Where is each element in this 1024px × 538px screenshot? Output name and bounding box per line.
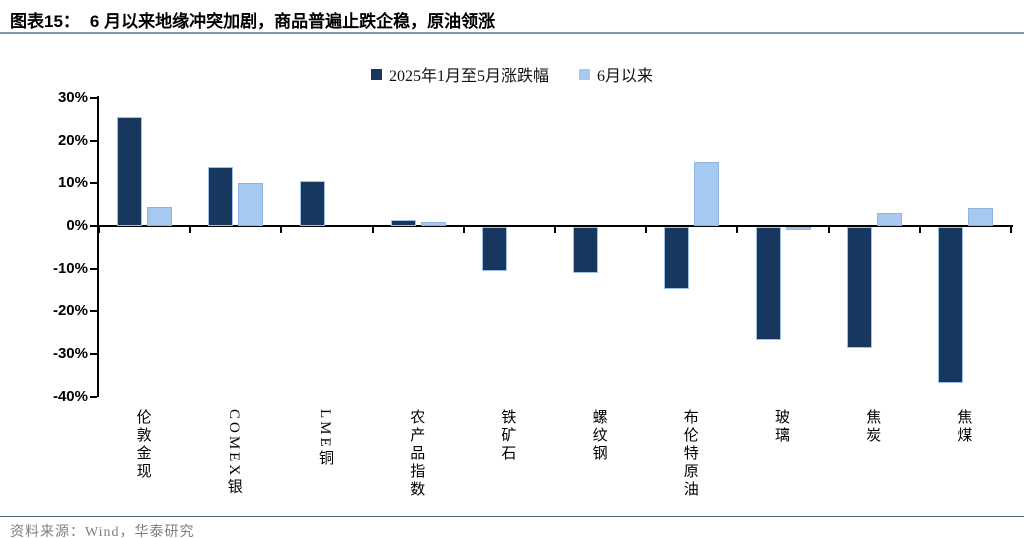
bar-since-june bbox=[785, 227, 811, 231]
y-axis-tick bbox=[90, 96, 97, 99]
x-axis-tick bbox=[1010, 227, 1012, 233]
y-axis-label: 0% bbox=[66, 217, 88, 234]
source-note: 资料来源：Wind，华泰研究 bbox=[10, 525, 195, 538]
y-axis-label: -20% bbox=[52, 302, 88, 320]
y-axis-label: -40% bbox=[52, 387, 88, 405]
figure-title-text: 6 月以来地缘冲突加剧，商品普遍止跌企稳，原油领涨 bbox=[89, 12, 496, 31]
category-label: 农产品指数 bbox=[408, 409, 425, 499]
category-label: 铁矿石 bbox=[499, 409, 516, 463]
x-axis-tick bbox=[98, 227, 100, 233]
y-axis-tick bbox=[90, 267, 97, 270]
y-axis-tick bbox=[90, 225, 97, 227]
bar-since-june bbox=[420, 221, 446, 226]
y-axis-line bbox=[97, 96, 99, 397]
x-axis-tick bbox=[645, 227, 648, 233]
bar-since-june bbox=[694, 161, 720, 226]
y-axis-label: -10% bbox=[52, 259, 88, 277]
footer-divider bbox=[0, 516, 1024, 517]
y-axis-tick bbox=[90, 139, 97, 142]
bar-since-june bbox=[238, 183, 264, 226]
bar-jan-may bbox=[208, 167, 234, 226]
x-axis-tick bbox=[280, 227, 283, 233]
bar-since-june bbox=[876, 213, 902, 226]
bar-jan-may bbox=[755, 227, 781, 341]
legend-label-since-june: 6月以来 bbox=[597, 68, 654, 85]
y-axis-label: 30% bbox=[57, 88, 88, 106]
legend-swatch-light bbox=[579, 68, 590, 80]
figure-number: 图表15： bbox=[10, 12, 80, 31]
legend-swatch-dark bbox=[370, 68, 382, 80]
bar-jan-may bbox=[937, 227, 963, 383]
bar-jan-may bbox=[664, 227, 690, 289]
y-axis-tick bbox=[90, 395, 97, 398]
x-axis-tick bbox=[371, 227, 374, 233]
category-label: COMEX银 bbox=[225, 409, 242, 497]
x-axis-tick bbox=[736, 227, 739, 233]
category-label: 玻璃 bbox=[773, 409, 789, 445]
bar-since-june bbox=[967, 207, 993, 226]
category-label: 焦炭 bbox=[864, 409, 881, 445]
category-label: LME铜 bbox=[317, 409, 333, 468]
legend-item-since-june: 6月以来 bbox=[579, 62, 653, 86]
y-axis-label: 10% bbox=[57, 174, 88, 192]
category-label: 伦敦金现 bbox=[134, 409, 151, 481]
category-label: 螺纹钢 bbox=[590, 409, 607, 463]
x-axis-tick bbox=[827, 227, 830, 233]
x-axis-tick bbox=[918, 227, 921, 233]
title-divider bbox=[0, 32, 1024, 34]
legend-item-jan-may: 2025年1月至5月涨跌幅 bbox=[370, 62, 549, 86]
bar-since-june bbox=[147, 207, 173, 226]
bar-jan-may bbox=[573, 227, 599, 273]
y-axis-tick bbox=[90, 310, 97, 313]
bar-jan-may bbox=[481, 227, 507, 271]
x-axis-line bbox=[97, 225, 1013, 227]
bar-jan-may bbox=[117, 117, 143, 226]
x-axis-tick bbox=[189, 227, 192, 233]
bar-jan-may bbox=[846, 227, 872, 348]
chart-legend: 2025年1月至5月涨跌幅 6月以来 bbox=[0, 62, 1024, 86]
x-axis-tick bbox=[554, 227, 556, 233]
bar-jan-may bbox=[390, 219, 416, 226]
category-label: 布伦特原油 bbox=[681, 409, 698, 499]
y-axis-label: 20% bbox=[57, 131, 88, 149]
y-axis-label: -30% bbox=[52, 345, 88, 363]
legend-label-jan-may: 2025年1月至5月涨跌幅 bbox=[388, 68, 549, 85]
y-axis-tick bbox=[90, 182, 97, 185]
figure-title: 图表15： 6 月以来地缘冲突加剧，商品普遍止跌企稳，原油领涨 bbox=[10, 7, 1010, 32]
category-label: 焦煤 bbox=[955, 409, 972, 445]
bar-jan-may bbox=[299, 181, 325, 226]
y-axis-tick bbox=[90, 353, 97, 356]
x-axis-tick bbox=[462, 227, 465, 233]
